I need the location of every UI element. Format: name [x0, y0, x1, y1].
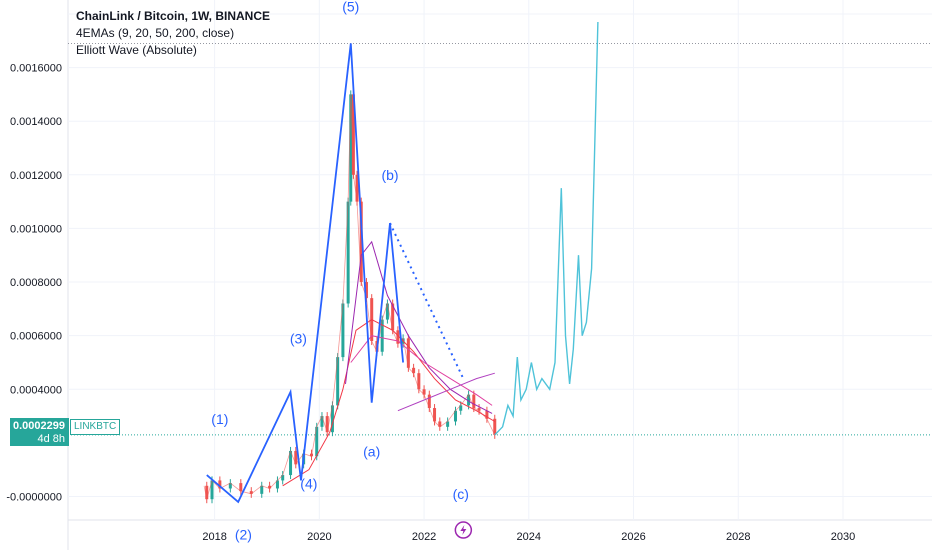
- candle-body: [346, 201, 350, 304]
- indicator-elliott[interactable]: Elliott Wave (Absolute): [76, 43, 197, 57]
- candle-body: [289, 450, 293, 476]
- x-tick-label: 2026: [621, 531, 645, 543]
- candle-body: [218, 480, 222, 489]
- symbol-tag: LINKBTC: [70, 419, 121, 435]
- candle-body: [493, 418, 497, 435]
- ema-line: [282, 319, 496, 487]
- lightning-bolt: [460, 525, 467, 536]
- candle-body: [336, 357, 340, 406]
- candle-body: [315, 426, 319, 457]
- candle-body: [330, 405, 334, 433]
- chart-series: [203, 21, 599, 504]
- wave-label: (2): [235, 526, 252, 542]
- candle-body: [412, 367, 416, 374]
- candle-body: [422, 389, 426, 395]
- candle-body: [359, 201, 363, 283]
- x-tick-label: 2018: [202, 531, 226, 543]
- candle-body: [427, 394, 431, 409]
- candle-body: [453, 410, 457, 422]
- price-line: [203, 94, 496, 500]
- candle-body: [260, 485, 264, 494]
- x-tick-label: 2020: [307, 531, 331, 543]
- candle-body: [205, 485, 209, 500]
- wave-label: (3): [290, 331, 307, 347]
- wave-label: (c): [453, 486, 469, 502]
- candle-body: [433, 408, 437, 422]
- chart-legend: ChainLink / Bitcoin, 1W, BINANCE 4EMAs (…: [76, 8, 270, 59]
- candle-body: [446, 421, 450, 427]
- candle-body: [275, 480, 279, 489]
- candle-body: [294, 450, 298, 465]
- y-tick-label: 0.0008000: [10, 277, 62, 289]
- candle-body: [396, 330, 400, 344]
- ema-line: [345, 240, 493, 414]
- candle-body: [249, 491, 253, 494]
- candle-body: [417, 373, 421, 390]
- x-tick-label: 2030: [831, 531, 855, 543]
- wave-label: (5): [342, 0, 359, 14]
- last-price-tag: 0.0002299 4d 8h: [10, 418, 69, 446]
- x-tick-label: 2024: [517, 531, 541, 543]
- y-tick-label: 0.0016000: [10, 63, 62, 75]
- candle-body: [391, 303, 395, 331]
- candle-body: [355, 174, 359, 202]
- candle-body: [351, 94, 355, 175]
- chart-grid: [67, 0, 932, 550]
- lightning-bolt-icon: [454, 521, 473, 539]
- y-tick-label: 0.0006000: [10, 331, 62, 343]
- candle-body: [472, 394, 476, 409]
- y-tick-label: 0.0014000: [10, 116, 62, 128]
- candle-body: [380, 319, 384, 352]
- ema-line: [397, 372, 495, 412]
- last-price-value: 0.0002299: [13, 420, 65, 432]
- elliott-wave-line: [206, 43, 404, 504]
- ema-line: [350, 335, 493, 406]
- candle-body: [210, 480, 214, 500]
- y-tick-label: 0.0012000: [10, 170, 62, 182]
- x-axis: 2018 2020 2022 2024 2026 2028 2030: [202, 531, 855, 543]
- candle-body: [459, 405, 463, 411]
- indicator-ema[interactable]: 4EMAs (9, 20, 50, 200, close): [76, 26, 235, 40]
- candle-body: [239, 483, 243, 492]
- projection-line: [494, 21, 599, 436]
- wave-labels: (1) (2) (3) (4) (5) (a) (b) (c): [211, 0, 473, 542]
- candle-body: [268, 485, 272, 489]
- candle-body: [364, 282, 368, 299]
- candle-body: [320, 416, 324, 427]
- candle-body: [438, 421, 442, 427]
- wave-label: (a): [363, 443, 380, 459]
- candle-body: [325, 416, 329, 433]
- candle-body: [406, 338, 410, 368]
- elliott-wave-dotted: [389, 222, 465, 380]
- candle-body: [281, 475, 285, 481]
- candle-body: [485, 410, 489, 419]
- candle-body: [228, 483, 232, 489]
- x-tick-label: 2028: [726, 531, 750, 543]
- candle-body: [467, 394, 471, 406]
- y-tick-label: 0.0004000: [10, 384, 62, 396]
- wave-label: (4): [300, 475, 317, 491]
- y-tick-label: 0.0010000: [10, 223, 62, 235]
- y-tick-label: -0.0000000: [6, 492, 62, 504]
- candle-body: [341, 303, 345, 358]
- candle-body: [385, 303, 389, 320]
- wave-label: (1): [211, 411, 228, 427]
- x-tick-label: 2022: [412, 531, 436, 543]
- bar-countdown: 4d 8h: [37, 433, 65, 445]
- axis-corner: [0, 0, 66, 22]
- chart-title: ChainLink / Bitcoin, 1W, BINANCE: [76, 9, 271, 23]
- wave-label: (b): [381, 167, 398, 183]
- candle-body: [477, 408, 481, 411]
- candle-body: [349, 94, 353, 202]
